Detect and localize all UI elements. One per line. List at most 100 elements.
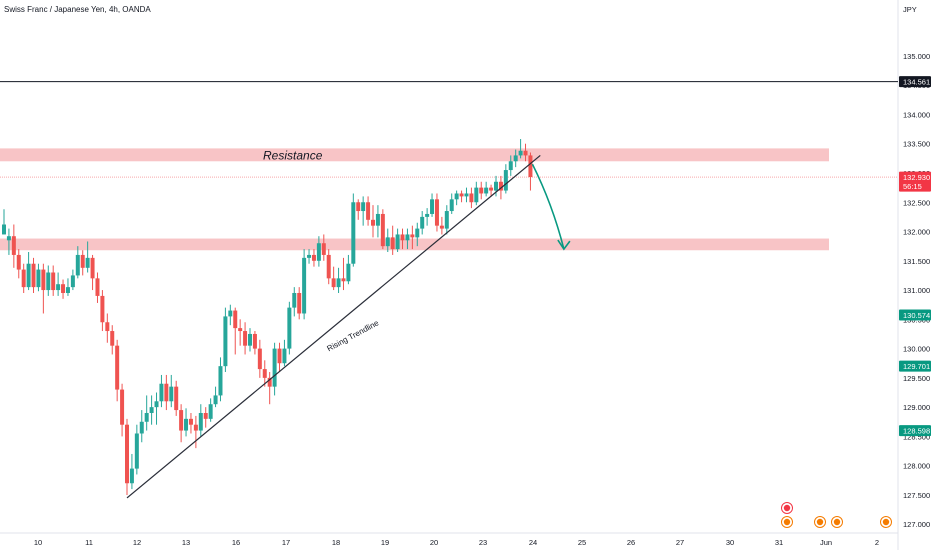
candle-body (430, 199, 435, 214)
candle-body (439, 225, 444, 229)
candle-body (149, 407, 154, 413)
candle-body (331, 278, 336, 288)
candle-body (346, 263, 351, 282)
candle (252, 331, 257, 355)
candle-body (198, 412, 203, 431)
candle-body (120, 389, 125, 425)
candle (277, 342, 282, 373)
candle (267, 372, 272, 405)
candle (390, 225, 395, 255)
candle (105, 313, 110, 343)
candle (523, 143, 528, 162)
event-marker-dot (783, 518, 791, 526)
candle-body (400, 234, 405, 241)
candle-body (115, 345, 120, 390)
candle (292, 287, 297, 317)
candle (100, 290, 105, 332)
candle (439, 216, 444, 235)
candle-body (262, 369, 267, 378)
candle (341, 257, 346, 291)
candle (85, 241, 90, 273)
candle (430, 193, 435, 217)
candle-body (248, 333, 252, 346)
candle-body (523, 150, 528, 156)
candle (371, 205, 375, 238)
x-tick-label: 27 (676, 538, 684, 547)
candle-body (503, 170, 508, 191)
candle-body (326, 254, 331, 279)
candle-body (110, 331, 115, 346)
price-tag-countdown: 56:15 (903, 182, 922, 191)
y-tick-label: 127.000 (903, 520, 930, 529)
candle-body (464, 193, 469, 197)
candle-body (484, 187, 489, 194)
x-tick-label: 11 (85, 538, 93, 547)
x-tick-label: 26 (627, 538, 635, 547)
x-tick-label: 20 (430, 538, 438, 547)
candle (316, 236, 321, 267)
candle (41, 263, 46, 314)
candle-body (90, 257, 95, 279)
candle (262, 360, 267, 387)
candle (434, 193, 439, 232)
candle (159, 374, 164, 408)
candle (228, 304, 233, 326)
candle-body (6, 236, 11, 241)
candle (287, 301, 292, 355)
candle-body (80, 254, 85, 268)
y-tick-label: 130.000 (903, 345, 930, 354)
candle-body (129, 468, 134, 484)
candle-body (390, 237, 395, 250)
event-marker-dot (833, 518, 841, 526)
candle-body (459, 193, 464, 197)
candle (282, 339, 287, 367)
candle-body (454, 193, 459, 200)
candle (184, 408, 189, 437)
candle-body (233, 310, 238, 329)
candle (336, 267, 341, 293)
candle (154, 392, 159, 425)
price-tag-label: 129.701 (903, 362, 930, 371)
candle (129, 453, 134, 490)
candle (75, 246, 80, 279)
candle (169, 374, 174, 408)
candle-body (494, 181, 498, 191)
candle (95, 272, 100, 303)
event-marker-icon (814, 516, 826, 528)
candle-body (415, 228, 420, 238)
candle (65, 278, 70, 296)
price-tag: 134.561 (899, 76, 931, 88)
candle (110, 325, 115, 355)
y-tick-label: 128.000 (903, 462, 930, 471)
candle (518, 139, 523, 159)
candle-body (528, 155, 533, 178)
candle-body (420, 216, 425, 229)
support-zone (0, 238, 829, 251)
candle (366, 196, 371, 226)
y-tick-label: 135.000 (903, 52, 930, 61)
candle (454, 190, 459, 206)
candle-body (316, 243, 321, 261)
candle (56, 272, 61, 296)
candle-body (85, 257, 90, 268)
event-marker-icon (781, 516, 793, 528)
event-marker-dot (816, 518, 824, 526)
candle-body (174, 386, 179, 411)
candle-body (287, 307, 292, 349)
x-tick-label: 24 (529, 538, 537, 547)
candle (503, 164, 508, 194)
candle (425, 208, 430, 226)
x-tick-label: 2 (875, 538, 879, 547)
candle-body (100, 295, 105, 323)
candle-body (139, 421, 144, 434)
candle (31, 257, 36, 293)
y-tick-label: 129.000 (903, 403, 930, 412)
candle (198, 404, 203, 437)
candle (90, 254, 95, 291)
candle (326, 249, 331, 285)
candle (218, 357, 223, 402)
price-tag-label: 130.574 (903, 311, 930, 320)
